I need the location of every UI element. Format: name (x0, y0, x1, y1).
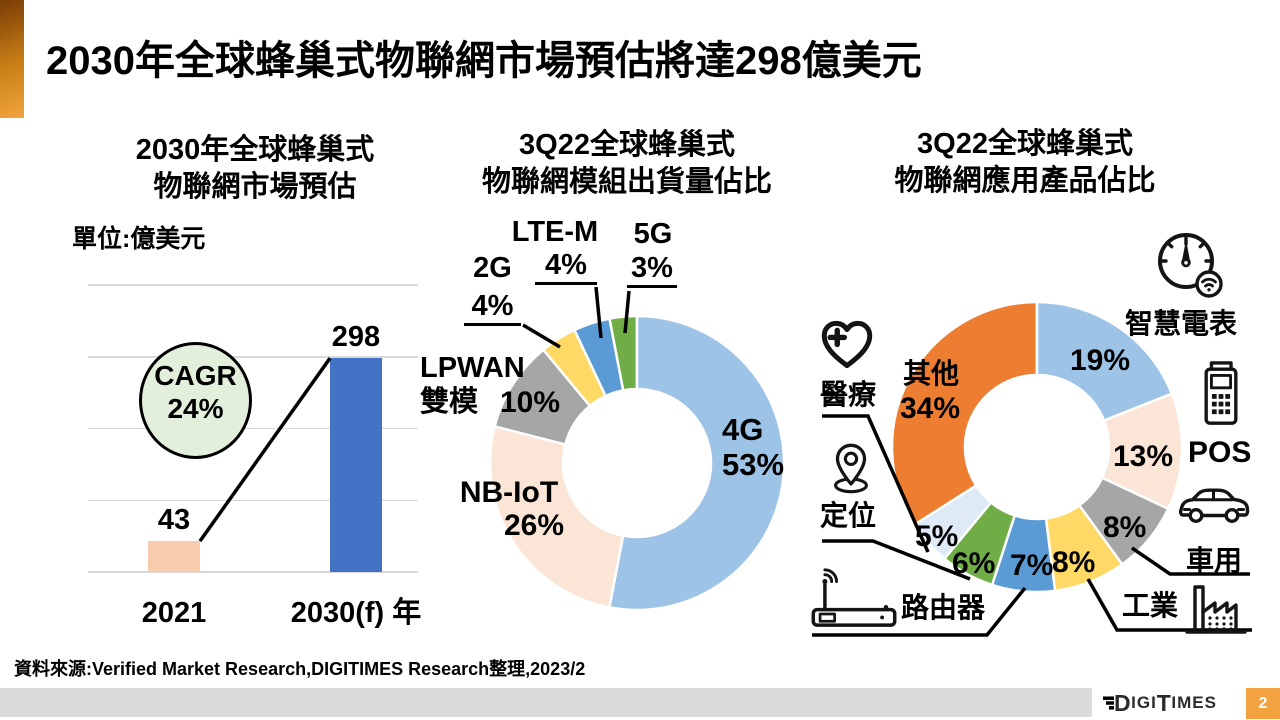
bar-2030(f) 年 (330, 358, 382, 572)
bar-2021 (148, 541, 200, 572)
app-label-others: 其他 (903, 358, 960, 389)
x-axis-label-2030: 2030(f) 年 (290, 597, 422, 629)
module-donut-leader-lines (522, 286, 631, 349)
trend-line (198, 357, 332, 543)
app-pct-pos: 13% (1113, 440, 1174, 473)
location-pin-icon (834, 443, 868, 494)
logo-part-3: T (1156, 689, 1172, 716)
module-label-nbiot: NB-IoT (459, 476, 559, 509)
x-axis-label-2021: 2021 (141, 597, 207, 629)
cagr-label: CAGR (154, 360, 237, 391)
cagr-value: 24% (167, 393, 224, 424)
app-pct-car: 8% (1103, 511, 1147, 544)
app-label-location: 定位 (820, 500, 877, 531)
accent-bar (0, 0, 24, 118)
donut-slice-4G (607, 314, 786, 612)
donut-slice-智慧電表 (1035, 300, 1174, 423)
app-pct-others: 34% (900, 392, 961, 425)
router-icon (811, 568, 897, 627)
bar-chart-plot: CAGR 24% 43 298 (88, 284, 418, 573)
module-label-ltem: LTE-M (511, 216, 599, 248)
page-number: 2 (1258, 694, 1268, 712)
module-pct-2g: 4% (464, 290, 521, 326)
cagr-annotation: CAGR 24% (139, 342, 252, 459)
app-label-router: 路由器 (901, 592, 986, 623)
app-label-pos: POS (1188, 436, 1252, 469)
application-donut-leader-lines (812, 414, 1252, 637)
logo-speed-lines-icon (1103, 696, 1114, 710)
footer-band (0, 688, 1092, 717)
application-donut-title-line2: 物聯網應用產品佔比 (894, 165, 1156, 197)
donut-slice-NB-IoT (488, 424, 625, 609)
module-donut-title: 3Q22全球蜂巢式 物聯網模組出貨量佔比 (440, 127, 814, 201)
app-label-smart-meter: 智慧電表 (1125, 308, 1238, 339)
logo-part-1: D (1114, 689, 1132, 716)
smart-meter-icon (1158, 233, 1223, 298)
module-pct-4g: 53% (722, 447, 785, 482)
app-pct-industry: 8% (1052, 546, 1096, 579)
module-pct-5g: 3% (627, 252, 677, 288)
module-pct-lpwan: 10% (500, 386, 561, 419)
pos-terminal-icon (1204, 361, 1238, 425)
app-label-medical: 醫療 (820, 379, 877, 410)
bar-chart-title-line2: 物聯網市場預估 (153, 171, 357, 203)
bar-chart-title: 2030年全球蜂巢式 物聯網市場預估 (110, 132, 400, 206)
app-pct-medical: 5% (915, 520, 959, 553)
module-pct-nbiot: 26% (503, 509, 565, 542)
donut-slice-醫療 (912, 483, 993, 561)
unit-label: 單位:億美元 (72, 225, 206, 253)
module-donut-chart (488, 286, 786, 612)
digitimes-logo: D IGI T IMES (1102, 688, 1217, 718)
app-pct-router: 7% (1010, 549, 1054, 582)
app-pct-location: 6% (952, 547, 996, 580)
module-label-2g: 2G (473, 252, 512, 284)
bar-value-label: 43 (157, 504, 191, 537)
module-donut-title-line1: 3Q22全球蜂巢式 (519, 129, 735, 161)
app-pct-smart-meter: 19% (1070, 344, 1131, 377)
donut-slice-定位 (942, 500, 1017, 587)
factory-icon (1185, 585, 1247, 634)
app-label-car: 車用 (1186, 545, 1243, 576)
module-label-lpwan-line1: LPWAN (420, 352, 525, 384)
medical-heart-icon (821, 320, 873, 369)
module-label-lpwan-line2: 雙模 (420, 386, 479, 418)
application-donut-title-line1: 3Q22全球蜂巢式 (917, 128, 1133, 160)
donut-slice-POS (1100, 391, 1184, 511)
donut-slice-其他 (890, 300, 1039, 527)
donut-slice-LTE-M (572, 317, 625, 398)
donut-slice-路由器 (990, 513, 1057, 594)
application-donut-chart (890, 300, 1184, 594)
page-number-badge: 2 (1246, 688, 1280, 719)
module-pct-ltem: 4% (535, 249, 597, 285)
module-donut-title-line2: 物聯網模組出貨量佔比 (481, 166, 772, 198)
module-label-5g: 5G (633, 218, 673, 250)
module-label-4g: 4G (722, 412, 764, 447)
bar-value-label: 298 (331, 321, 381, 354)
app-label-industry: 工業 (1122, 590, 1179, 621)
slide-title: 2030年全球蜂巢式物聯網市場預估將達298億美元 (46, 39, 922, 83)
donut-slice-LPWAN雙模 (493, 347, 592, 447)
bar-chart-title-line1: 2030年全球蜂巢式 (135, 134, 375, 166)
logo-part-4: IMES (1171, 693, 1217, 712)
car-icon (1178, 488, 1250, 524)
donut-slice-工業 (1044, 503, 1124, 593)
source-note: 資料來源:Verified Market Research,DIGITIMES … (14, 659, 586, 679)
application-donut-title: 3Q22全球蜂巢式 物聯網應用產品佔比 (838, 126, 1212, 200)
logo-part-2: IGI (1131, 693, 1157, 712)
